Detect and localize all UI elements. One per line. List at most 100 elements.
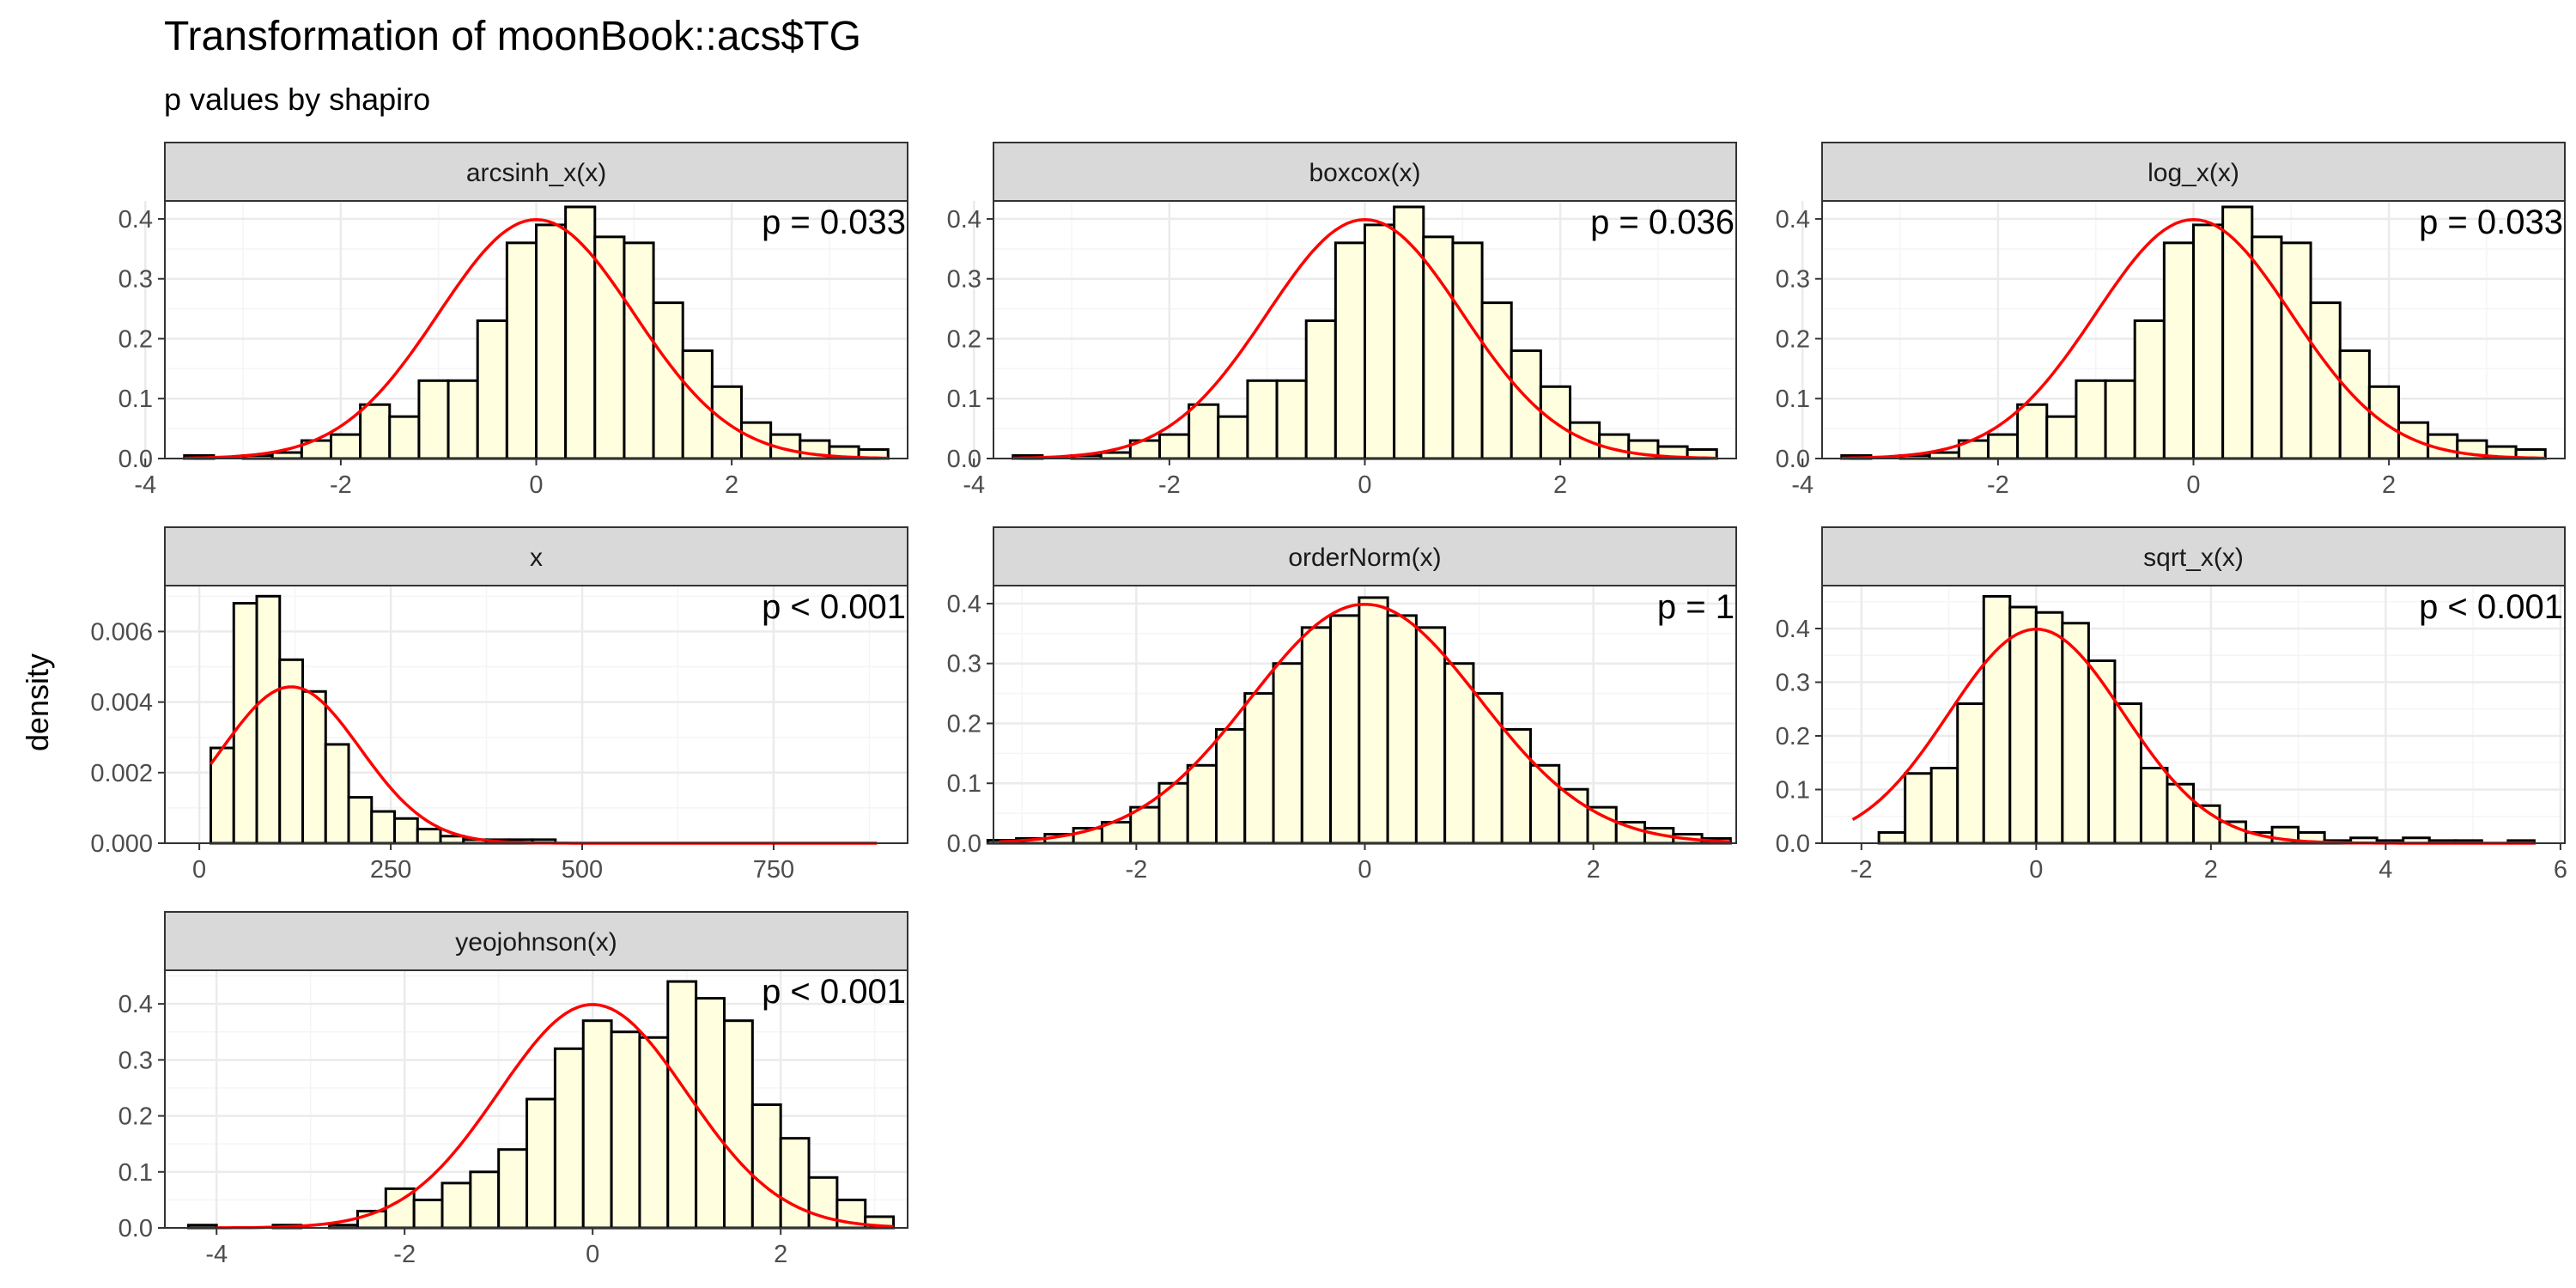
histogram-bar (2166, 782, 2196, 845)
histogram-bar (2034, 611, 2064, 845)
histogram-bar (1877, 831, 1907, 845)
x-tick-label: -2 (1987, 471, 2009, 499)
histogram-bar (255, 594, 282, 845)
histogram-bar (497, 1148, 529, 1230)
x-tick-label: 0 (529, 471, 543, 499)
histogram-bar (393, 817, 419, 845)
y-tick-label: 0.2 (1776, 723, 1810, 750)
facet-panel: arcsinh_x(x) 0.0 0.1 0.2 0.3 0.4 -4 -2 0 2 p = 0.0… (118, 142, 908, 499)
y-tick-label: 0.0 (1776, 830, 1810, 858)
histogram-bar (439, 835, 465, 845)
histogram-bar (1386, 614, 1418, 845)
histogram-bar (1929, 767, 1959, 845)
facet-panel: log_x(x) 0.0 0.1 0.2 0.3 0.4 -4 -2 0 2 p = 0.033 (1776, 142, 2566, 499)
histogram-bar (505, 241, 538, 460)
x-tick-label: 0 (1358, 856, 1371, 884)
histogram-bar (1217, 415, 1249, 460)
histogram-bar (1188, 403, 1220, 460)
histogram-bar (1334, 241, 1366, 460)
y-tick-label: 0.006 (90, 618, 153, 646)
histogram-bar (638, 1036, 670, 1230)
histogram-bar (722, 1019, 754, 1230)
x-tick-label: -2 (393, 1241, 416, 1268)
x-tick-label: -2 (330, 471, 352, 499)
panel-border (164, 969, 908, 1229)
x-tick-label: -4 (963, 471, 985, 499)
p-value-annotation: p < 0.001 (2419, 588, 2563, 626)
x-tick-label: 0 (1358, 471, 1371, 499)
histogram-bar (1904, 772, 1933, 845)
x-tick-label: -4 (1791, 471, 1814, 499)
p-value-annotation: p = 0.033 (2419, 204, 2563, 241)
x-tick-label: 500 (562, 856, 603, 884)
y-tick-label: 0.000 (90, 830, 153, 858)
y-tick-label: 0.002 (90, 760, 153, 787)
y-tick-label: 0.0 (118, 446, 153, 473)
histogram-bar (1414, 626, 1447, 845)
facet-strip (164, 142, 908, 202)
histogram-bar (1614, 821, 1647, 845)
histogram-bar (347, 796, 374, 845)
histogram-bar (1186, 763, 1218, 845)
normal-density-curve (216, 1003, 894, 1230)
histogram-bar (593, 235, 626, 460)
facet-strip (993, 142, 1737, 202)
facet-panels: arcsinh_x(x) 0.0 0.1 0.2 0.3 0.4 -4 -2 0 2 p = 0.0… (90, 142, 2567, 1268)
normal-density-curve (1012, 217, 1717, 460)
p-value-annotation: p < 0.001 (762, 973, 906, 1011)
p-value-annotation: p = 0.036 (1590, 204, 1735, 241)
histogram-bar (2280, 241, 2312, 460)
y-tick-label: 0.1 (947, 386, 981, 413)
histogram-bar (2192, 223, 2225, 460)
y-tick-label: 0.4 (1776, 206, 1810, 234)
y-tick-label: 0.1 (1776, 777, 1810, 805)
histogram-bar (581, 1019, 613, 1230)
histogram-bar (1500, 727, 1532, 845)
normal-density-curve (184, 217, 889, 460)
x-tick-label: -2 (1125, 856, 1147, 884)
y-tick-label: 0.004 (90, 690, 153, 717)
y-tick-label: 0.1 (947, 770, 981, 798)
histogram-bar (370, 810, 397, 845)
chart-title: Transformation of moonBook::acs$TG (164, 14, 861, 59)
y-tick-label: 0.2 (947, 710, 981, 738)
histogram-bar (1275, 379, 1308, 460)
histogram-bar (2309, 301, 2342, 460)
panel-border (1821, 585, 2566, 844)
x-tick-label: 6 (2554, 856, 2567, 884)
histogram-bar (610, 1030, 641, 1230)
y-tick-label: 0.2 (947, 325, 981, 353)
histogram-bar (1157, 433, 1191, 460)
histogram-bar (1272, 662, 1303, 845)
histogram-bar (1986, 433, 2020, 460)
p-value-annotation: p < 0.001 (762, 588, 906, 626)
facet-strip (1821, 142, 2566, 202)
x-tick-label: -2 (1850, 856, 1873, 884)
facet-strip-label: yeojohnson(x) (455, 928, 617, 957)
histogram-bar (2338, 349, 2371, 460)
x-tick-label: 0 (2029, 856, 2043, 884)
histogram-bar (1480, 301, 1513, 460)
histogram-bar (1358, 596, 1389, 845)
histogram-bar (1982, 595, 2012, 845)
panel-border (164, 585, 908, 844)
x-tick-label: 4 (2379, 856, 2392, 884)
y-tick-label: 0.0 (118, 1215, 153, 1242)
y-tick-label: 0.1 (118, 386, 153, 413)
histogram-bar (1422, 235, 1455, 460)
histogram-bar (412, 1198, 444, 1230)
histogram-bar (1586, 805, 1618, 845)
histogram-bar (416, 828, 442, 845)
y-axis-label: density (20, 653, 55, 751)
histogram-bar (1510, 349, 1542, 460)
histogram-bar (2104, 379, 2136, 460)
x-tick-label: 2 (2204, 856, 2218, 884)
chart-subtitle: p values by shapiro (164, 82, 430, 117)
histogram-bar (1451, 241, 1484, 460)
histogram-bar (1329, 614, 1361, 845)
facet-strip-label: x (530, 544, 543, 572)
y-tick-label: 0.2 (118, 325, 153, 353)
y-tick-label: 0.1 (118, 1159, 153, 1187)
p-value-annotation: p = 1 (1657, 588, 1735, 626)
